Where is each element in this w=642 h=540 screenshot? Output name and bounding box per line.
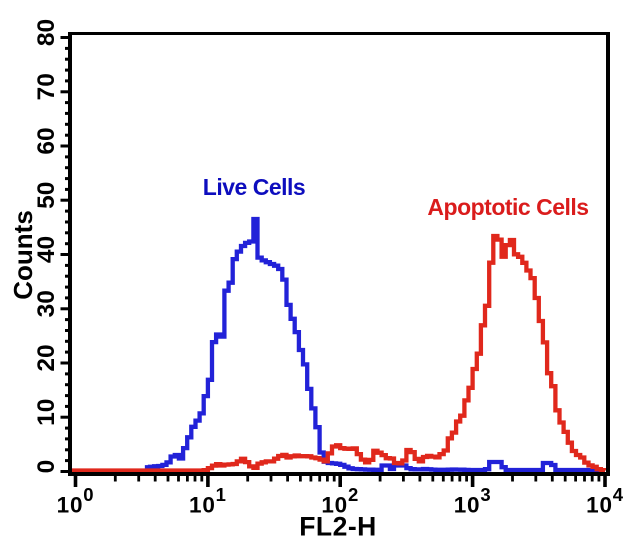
svg-text:FL2-H: FL2-H [299,512,377,540]
svg-text:40: 40 [33,236,60,263]
svg-text:20: 20 [33,344,60,371]
svg-text:70: 70 [33,73,60,100]
svg-text:0: 0 [33,460,60,474]
svg-text:80: 80 [33,19,60,46]
svg-text:10: 10 [33,399,60,426]
svg-text:60: 60 [33,127,60,154]
svg-text:Live Cells: Live Cells [203,174,305,200]
svg-text:50: 50 [33,182,60,209]
svg-text:30: 30 [33,290,60,317]
svg-text:Counts: Counts [8,210,38,300]
svg-text:Apoptotic Cells: Apoptotic Cells [427,194,588,220]
